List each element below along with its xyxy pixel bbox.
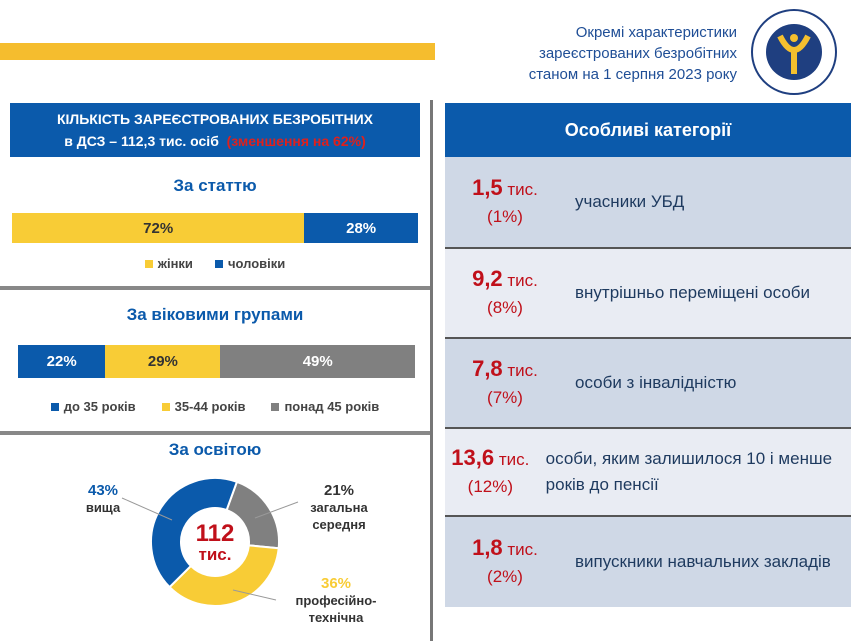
donut-center-unit: тис. <box>198 545 232 564</box>
donut-slice-higher <box>150 477 239 589</box>
legend-item-women: жінки <box>144 256 193 271</box>
category-row: 9,2 тис. (8%) внутрішньо переміщені особи <box>445 249 851 339</box>
gender-bar: 72% 28% <box>12 213 418 243</box>
title-line: станом на 1 серпня 2023 року <box>528 66 737 83</box>
category-label: внутрішньо переміщені особи <box>575 283 811 302</box>
header-change: (зменшення на 62%) <box>226 133 366 149</box>
legend-item-over45: понад 45 років <box>271 399 379 414</box>
category-label: особи, яким залишилося 10 і менше років … <box>545 449 833 494</box>
age-bar-over45: 49% <box>220 345 415 378</box>
label-general: 21% загальна середня <box>310 482 368 532</box>
category-value: 7,8 тис. (7%) <box>472 356 538 407</box>
category-label: учасники УБД <box>575 192 685 211</box>
age-legend: до 35 років 35-44 років понад 45 років <box>0 399 430 414</box>
gender-title: За статтю <box>173 176 257 195</box>
legend-item-35-44: 35-44 років <box>161 399 245 414</box>
total-unemployed-header: КІЛЬКІСТЬ ЗАРЕЄСТРОВАНИХ БЕЗРОБІТНИХ в Д… <box>10 103 420 157</box>
title-line: Окремі характеристики <box>575 24 737 41</box>
column-divider <box>430 100 433 641</box>
gender-bar-men: 28% <box>304 213 418 243</box>
section-divider <box>0 286 430 290</box>
gender-bar-women: 72% <box>12 213 305 243</box>
education-donut <box>150 477 280 607</box>
section-divider <box>0 431 430 435</box>
category-label: випускники навчальних закладів <box>575 552 831 571</box>
age-bar-35-44: 29% <box>105 345 221 378</box>
donut-center-value: 112 <box>195 520 235 547</box>
age-title: За віковими групами <box>126 305 304 324</box>
age-bar-under35: 22% <box>18 345 106 378</box>
gender-legend: жінки чоловіки <box>0 256 430 271</box>
category-row: 13,6 тис. (12%) особи, яким залишилося 10 … <box>445 429 851 517</box>
label-higher: 43% вища <box>85 482 121 515</box>
decorative-bar <box>0 43 435 60</box>
category-value: 13,6 тис. (12%) <box>451 445 530 496</box>
page-title: Окремі характеристики зареєстрованих без… <box>417 22 737 85</box>
category-value: 1,5 тис. (1%) <box>472 175 538 226</box>
category-label: особи з інвалідністю <box>575 373 737 392</box>
legend-item-under35: до 35 років <box>50 399 136 414</box>
title-line: зареєстрованих безробітних <box>538 45 737 62</box>
legend-item-men: чоловіки <box>214 256 285 271</box>
header-line: КІЛЬКІСТЬ ЗАРЕЄСТРОВАНИХ БЕЗРОБІТНИХ <box>56 111 374 127</box>
category-row: 1,5 тис. (1%) учасники УБД <box>445 157 851 249</box>
header-total: в ДСЗ – 112,3 тис. осіб <box>64 133 219 149</box>
employment-service-logo <box>751 9 837 95</box>
label-vocational: 36% професійно-технічна <box>295 575 377 625</box>
category-row: 1,8 тис. (2%) випускники навчальних заклад… <box>445 517 851 607</box>
education-title: За освітою <box>168 440 262 459</box>
category-value: 9,2 тис. (8%) <box>472 266 538 317</box>
special-categories-header: Особливі категорії <box>445 103 851 157</box>
age-bar: 22% 29% 49% <box>18 345 415 378</box>
category-row: 7,8 тис. (7%) особи з інвалідністю <box>445 339 851 429</box>
leader-lines <box>121 497 299 601</box>
donut-slice-vocational <box>168 544 280 607</box>
donut-center: 112 тис. <box>180 522 250 564</box>
category-value: 1,8 тис. (2%) <box>472 535 538 586</box>
